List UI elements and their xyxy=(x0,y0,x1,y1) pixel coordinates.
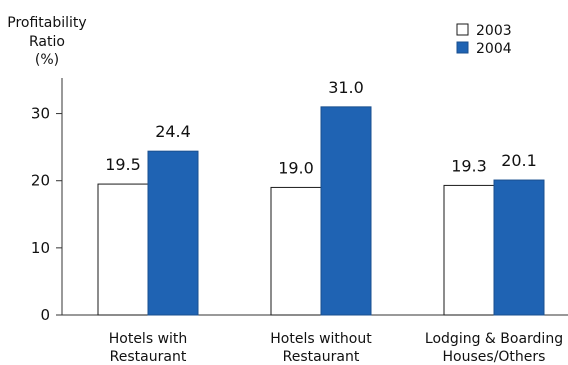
legend-label: 2004 xyxy=(476,41,512,57)
bar-2003 xyxy=(270,186,322,316)
x-axis-labels: Hotels with Restaurant Hotels without Resta… xyxy=(109,331,563,365)
y-tick-label: 0 xyxy=(40,306,50,324)
x-tick-label: Lodging & Boarding xyxy=(425,331,563,347)
data-label: 19.5 xyxy=(105,155,141,174)
bar-2004 xyxy=(147,150,199,316)
data-label: 20.1 xyxy=(501,151,537,170)
legend-swatch-2004 xyxy=(456,41,469,54)
y-tick-label: 20 xyxy=(31,172,50,190)
x-tick-label: Restaurant xyxy=(110,349,187,365)
bars xyxy=(97,106,545,316)
data-label: 31.0 xyxy=(328,78,364,97)
x-tick-label: Hotels without xyxy=(270,331,372,347)
legend-label: 2003 xyxy=(476,23,512,39)
legend-swatch-2003 xyxy=(456,23,469,36)
data-label: 19.3 xyxy=(451,156,487,175)
bar-2004 xyxy=(493,179,545,316)
y-axis-title-line: Profitability xyxy=(7,15,86,31)
x-tick-label: Houses/Others xyxy=(443,349,546,365)
y-tick-label: 30 xyxy=(31,105,50,123)
bar-2004 xyxy=(320,106,372,316)
value-labels: 19.5 24.4 19.0 31.0 19.3 20.1 xyxy=(105,78,537,178)
x-tick-label: Hotels with xyxy=(109,331,188,347)
bar-2003 xyxy=(443,184,495,316)
y-axis-title-line: (%) xyxy=(35,52,59,68)
legend: 2003 2004 xyxy=(456,23,512,57)
x-tick-label: Restaurant xyxy=(283,349,360,365)
y-tick-label: 10 xyxy=(31,239,50,257)
y-axis-title-line: Ratio xyxy=(29,34,65,50)
data-label: 24.4 xyxy=(155,122,191,141)
data-label: 19.0 xyxy=(278,158,314,177)
y-axis-title: Profitability Ratio (%) xyxy=(7,15,86,68)
bar-2003 xyxy=(97,183,149,316)
